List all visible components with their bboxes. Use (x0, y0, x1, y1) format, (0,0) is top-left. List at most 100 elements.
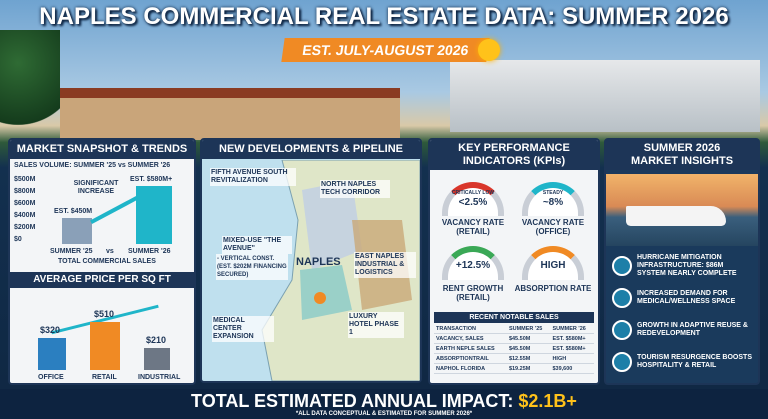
table-row: VACANCY, SALES $45.50M EST. $580M+ (434, 333, 594, 344)
gauge (442, 246, 504, 280)
insight: HURRICANE MITIGATION INFRASTRUCTURE: $86… (612, 252, 754, 280)
yacht (626, 206, 726, 226)
insight-text: HURRICANE MITIGATION INFRASTRUCTURE: $86… (637, 254, 737, 277)
gauge-label: VACANCY RATE (OFFICE) (521, 218, 585, 236)
table-row: NAPHOL FLORIDA $19.25M $39,600 (434, 363, 594, 374)
sun-icon (478, 39, 500, 61)
footer-note: *ALL DATA CONCEPTUAL & ESTIMATED FOR SUM… (295, 411, 473, 417)
bar (62, 218, 92, 244)
cell: EST. $580M+ (550, 333, 594, 344)
building-left (60, 88, 400, 140)
cell: $39,600 (550, 363, 594, 374)
x-label: OFFICE (38, 374, 64, 381)
market-panel: MARKET SNAPSHOT & TRENDS SALES VOLUME: S… (8, 138, 196, 385)
x-label: vs (106, 248, 114, 255)
map-label: NORTH NAPLES TECH CORRIDOR (320, 180, 390, 198)
insight: TOURISM RESURGENCE BOOSTS HOSPITALITY & … (612, 348, 754, 376)
bar (136, 186, 172, 244)
footer-impact: TOTAL ESTIMATED ANNUAL IMPACT: $2.1B+ (0, 390, 768, 412)
cell: NAPHOL FLORIDA (434, 363, 507, 374)
cell: EARTH NEPLE SALES (434, 343, 507, 354)
footer-value: $2.1B+ (518, 391, 577, 411)
district (300, 265, 352, 320)
bar (38, 338, 66, 370)
panel-title: MARKET SNAPSHOT & TRENDS (10, 140, 194, 159)
trend-arrow (90, 196, 138, 224)
city-label: NAPLES (296, 256, 341, 268)
y-tick-label: $600M (14, 200, 36, 207)
footer (0, 389, 768, 419)
map-label: MEDICAL CENTER EXPANSION (212, 316, 274, 342)
cell: $45.50M (506, 343, 551, 354)
cell: EST. $580M+ (550, 343, 594, 354)
insight-text: INCREASED DEMAND FOR MEDICAL/WELLNESS SP… (637, 290, 736, 305)
bar-label: $510 (94, 309, 115, 319)
x-label: RETAIL (92, 374, 117, 381)
y-tick-label: $500M (14, 176, 36, 183)
annotation: SIGNIFICANT INCREASE (73, 180, 119, 195)
cell: SUMMER '26 (550, 324, 594, 334)
x-label: SUMMER '26 (128, 248, 171, 255)
gauge-label: RENT GROWTH (RETAIL) (442, 284, 504, 302)
gauge-label: VACANCY RATE (RETAIL) (441, 218, 505, 236)
building-right (450, 60, 760, 132)
sales-table: TRANSACTION SUMMER '25 SUMMER '26 VACANCY,… (434, 324, 594, 374)
icon (612, 288, 632, 308)
map-label: - VERTICAL CONST. (EST. $202M FINANCING … (216, 254, 288, 280)
gauge-value: +12.5% (455, 260, 491, 271)
insight: INCREASED DEMAND FOR MEDICAL/WELLNESS SP… (612, 284, 754, 312)
cell: TRANSACTION (434, 324, 507, 334)
bar-label: EST. $450M (54, 208, 93, 215)
gauge-label: ABSORPTION RATE (514, 284, 592, 293)
palm-left (0, 30, 60, 140)
table: TRANSACTION SUMMER '25 SUMMER '26 VACANCY,… (434, 324, 594, 374)
x-label: SUMMER '25 (50, 248, 93, 255)
cell: ABSORPTIONTRAIL (434, 353, 507, 364)
kpi-panel: KEY PERFORMANCE INDICATORS (KPIs) CRITIC… (428, 138, 600, 385)
gauge-value: HIGH (540, 260, 566, 271)
table-title: RECENT NOTABLE SALES (434, 312, 594, 323)
icon (612, 256, 632, 276)
district (302, 180, 362, 270)
cell: $19.25M (506, 363, 551, 374)
insight-text: TOURISM RESURGENCE BOOSTS HOSPITALITY & … (637, 354, 752, 369)
panel-title: KEY PERFORMANCE INDICATORS (KPIs) (430, 140, 598, 170)
bar (144, 348, 170, 370)
panel-title: NEW DEVELOPMENTS & PIPELINE (202, 140, 420, 159)
x-label: INDUSTRIAL (138, 374, 181, 381)
insight-text: GROWTH IN ADAPTIVE REUSE & REDEVELOPMENT (637, 322, 748, 337)
table-row: ABSORPTIONTRAIL $12.55M HIGH (434, 353, 594, 364)
bar-label: EST. $580M+ (130, 176, 173, 183)
icon (612, 352, 632, 372)
cell: $45.50M (506, 333, 551, 344)
cell: VACANCY, SALES (434, 333, 507, 344)
y-tick-label: $200M (14, 224, 36, 231)
map-label: FIFTH AVENUE SOUTH REVITALIZATION (210, 168, 296, 186)
bar (90, 322, 120, 370)
gauge-note: CRITICALLY LOW (451, 190, 495, 196)
gauge-value: <2.5% (458, 197, 488, 208)
marker (314, 292, 326, 304)
y-tick-label: $0 (14, 236, 22, 243)
cell: HIGH (550, 353, 594, 364)
table-row: EARTH NEPLE SALES $45.50M EST. $580M+ (434, 343, 594, 354)
bar-label: $320 (40, 325, 61, 335)
section-header: AVERAGE PRICE PER SQ FT (10, 272, 194, 288)
table-header: TRANSACTION SUMMER '25 SUMMER '26 (434, 324, 594, 334)
title: NAPLES COMMERCIAL REAL ESTATE DATA: SUMM… (39, 3, 729, 30)
insight: GROWTH IN ADAPTIVE REUSE & REDEVELOPMENT (612, 316, 754, 344)
icon (612, 320, 632, 340)
y-tick-label: $800M (14, 188, 36, 195)
gauge-value: ~8% (542, 197, 564, 208)
panel-title: SUMMER 2026 MARKET INSIGHTS (606, 140, 758, 170)
chart-subtitle: SALES VOLUME: SUMMER '25 vs SUMMER '26 (14, 162, 171, 169)
date-banner: EST. JULY-AUGUST 2026 (281, 38, 490, 62)
map-label: EAST NAPLES INDUSTRIAL & LOGISTICS (354, 252, 416, 278)
y-tick-label: $400M (14, 212, 36, 219)
developments-panel: NEW DEVELOPMENTS & PIPELINE FIFTH AVENUE… (200, 138, 422, 383)
cell: SUMMER '25 (506, 324, 551, 334)
bar-label: $210 (146, 335, 167, 345)
cell: $12.55M (506, 353, 551, 364)
chart-caption: TOTAL COMMERCIAL SALES (58, 258, 156, 265)
